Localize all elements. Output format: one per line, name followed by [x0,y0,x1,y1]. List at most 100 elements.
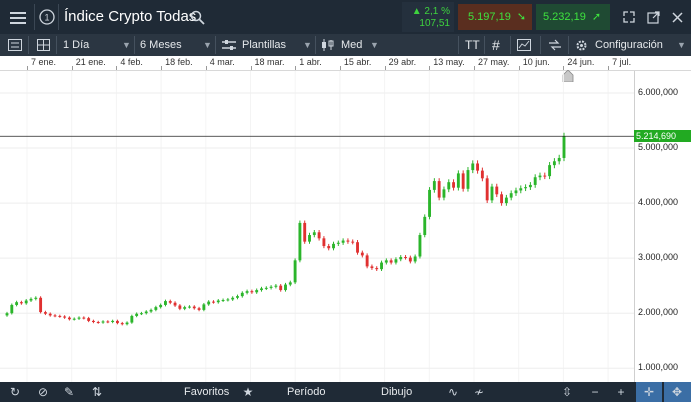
divider [134,36,135,54]
templates-icon[interactable] [222,34,236,56]
candle-body [288,282,292,285]
candle-body [548,165,552,177]
candle-body [87,318,91,321]
compare-icon[interactable] [548,34,562,56]
candle-body [442,189,446,198]
candle-body [240,292,244,297]
fit-icon[interactable]: ⇳ [561,385,573,399]
candle-body [111,320,115,323]
indicators-icon[interactable] [517,34,531,56]
x-tick-label: 7 ene. [31,57,57,67]
x-tick-label: 21 ene. [75,57,106,67]
candle-body [91,320,95,323]
candle-body [471,163,475,171]
settings-button[interactable]: Configuración [595,39,663,51]
refresh-icon[interactable]: ↻ [9,385,21,399]
candle-body [120,323,124,325]
divider [484,36,485,54]
candle-body [432,181,436,190]
candle-body [130,315,134,323]
popout-icon[interactable] [642,0,664,34]
chevron-down-icon[interactable]: ▼ [122,40,131,50]
interval-select[interactable]: 1 Día [63,39,90,51]
candle-body [255,290,259,293]
buy-button[interactable]: 5.232,19 ➚ [536,4,610,30]
range-select[interactable]: 6 Meses [140,39,182,51]
y-tick-label: 1.000,000 [638,362,679,373]
candle-body [500,194,504,204]
chevron-down-icon[interactable]: ▼ [303,40,312,50]
period-button[interactable]: Período [287,386,326,398]
layout-icon[interactable] [37,34,50,56]
candle-body [543,175,547,177]
x-tick-label: 13 may. [433,57,465,67]
chevron-down-icon[interactable]: ▼ [677,40,686,50]
x-tick-label: 7 jul. [612,57,632,67]
wave-icon[interactable]: ∿ [447,385,459,399]
search-icon[interactable] [186,0,208,34]
x-tick-label: 10 jun. [522,57,550,67]
move-button[interactable]: ✥ [664,382,691,402]
y-tick-label: 2.000,000 [638,307,679,318]
zoom-in-icon[interactable]: + [617,385,625,399]
change-absolute: 107,51 [419,18,450,29]
divider [458,36,459,54]
candle-body [485,178,489,201]
bottom-bar: ↻ ⊘ ✎ ⇅ Favoritos ★ Período Dibujo ∿ ≁ ⇳… [0,382,691,402]
close-icon[interactable] [666,0,688,34]
star-icon[interactable]: ★ [242,385,254,399]
drawing-button[interactable]: Dibujo [381,386,413,398]
y-tick-label: 5.000,000 [638,142,679,153]
candle-body [524,187,528,189]
favorites-button[interactable]: Favoritos [184,386,230,398]
crosshair-icon: ✛ [643,385,655,399]
pencil-icon[interactable]: ✎ [63,385,75,399]
menu-icon[interactable] [4,0,32,34]
zoom-out-icon[interactable]: − [591,385,599,399]
candles-icon[interactable] [321,34,335,56]
sort-icon[interactable]: ⇅ [91,385,103,399]
candle-body [399,257,403,260]
candle-body [5,313,9,316]
x-tick [250,66,252,70]
text-size-icon[interactable]: TT [465,38,480,52]
gear-icon[interactable] [575,34,588,56]
candle-body [82,317,86,319]
x-tick-label: 29 abr. [388,57,417,67]
change-percent: ▲ 2,1 % [411,6,450,17]
y-axis: 6.000,000 5.000,000 4.000,000 3.000,000 2.00… [634,71,691,382]
candle-body [557,157,561,162]
list-icon[interactable] [8,34,22,56]
cancel-icon[interactable]: ⊘ [37,385,49,399]
candle-body [303,222,307,242]
candle-body [533,177,537,185]
candle-body [375,268,379,270]
candle-body [504,197,508,204]
x-tick-label: 4 mar. [209,57,235,67]
instrument-title: Índice Crypto Todas [64,8,197,25]
crosshair-button[interactable]: ✛ [636,382,662,402]
candle-body [476,163,480,171]
candle-body [514,190,518,194]
x-tick-label: 1 abr. [299,57,322,67]
candle-body [202,304,206,310]
chevron-down-icon[interactable]: ▼ [203,40,212,50]
sell-button[interactable]: 5.197,19 ➘ [458,4,532,30]
chart-type-select[interactable]: Med [341,39,363,51]
candlestick-chart[interactable] [0,71,634,382]
x-tick-label: 24 jun. [567,57,595,67]
info-icon[interactable]: 1 [36,0,58,34]
chevron-down-icon[interactable]: ▼ [370,40,379,50]
divider [315,36,316,54]
indicator-wave-icon[interactable]: ≁ [473,385,485,399]
candle-body [293,260,297,283]
x-tick [608,66,610,70]
candle-body [423,216,427,236]
candle-body [192,306,196,309]
templates-select[interactable]: Plantillas [242,39,287,51]
x-tick [563,66,565,70]
grid-icon[interactable]: # [492,37,500,53]
candle-body [327,246,331,249]
expand-icon[interactable] [618,0,640,34]
candle-body [197,308,201,310]
